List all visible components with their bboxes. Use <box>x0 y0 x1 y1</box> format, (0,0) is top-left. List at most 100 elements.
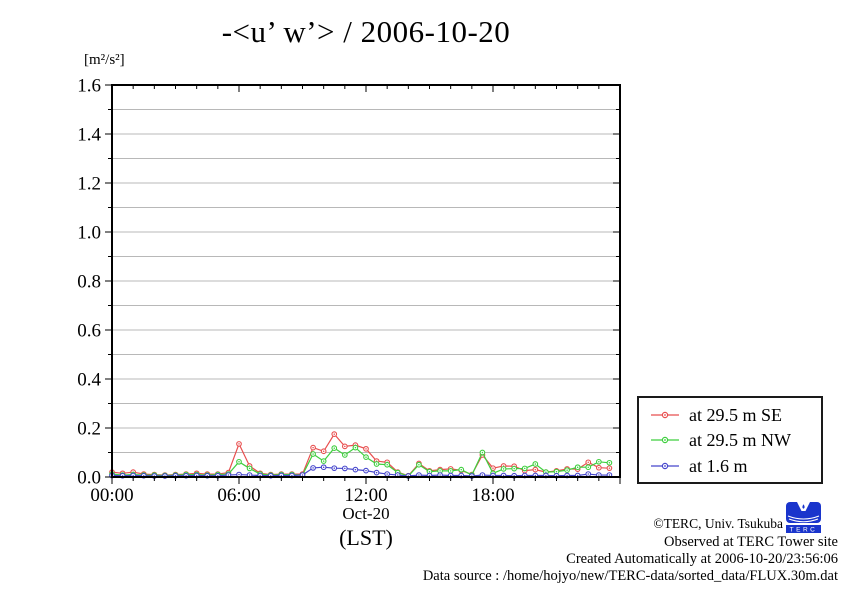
terc-logo-text: TERC <box>790 527 818 534</box>
data-point-center <box>333 467 335 469</box>
data-point-center <box>439 470 441 472</box>
data-point-center <box>280 474 283 477</box>
data-point-center <box>587 473 589 475</box>
data-point-center <box>576 466 579 468</box>
data-point-center <box>259 474 261 477</box>
data-point-center <box>386 464 388 466</box>
data-point-center <box>312 467 314 469</box>
data-point-center <box>333 433 335 435</box>
legend-label-se: at 29.5 m SE <box>689 404 782 425</box>
legend-label-1-6m: at 1.6 m <box>689 455 748 476</box>
data-point-center <box>238 443 240 445</box>
data-point-center <box>365 448 367 450</box>
data-point-center <box>312 446 314 449</box>
data-point-center <box>608 467 611 469</box>
legend-label-nw: at 29.5 m NW <box>689 430 791 450</box>
x-tick-label: 18:00 <box>471 485 514 506</box>
y-tick-label: 1.2 <box>77 174 101 195</box>
data-point-center <box>502 468 505 470</box>
y-tick-label: 1.6 <box>77 76 101 97</box>
x-tick-labels: 00:00 06:00 12:00 18:00 <box>90 485 514 506</box>
chart-title: -<u’ w’> / 2006-10-20 <box>221 14 511 49</box>
x-tick-label: 12:00 <box>344 485 387 506</box>
y-tick-label: 0.2 <box>77 419 101 440</box>
data-point-center <box>492 474 494 477</box>
data-point-center <box>397 474 399 476</box>
x-tick-label: 06:00 <box>217 485 260 506</box>
data-point-center <box>566 469 568 471</box>
data-point-center <box>248 474 251 476</box>
y-tick-label: 0.0 <box>77 468 101 489</box>
y-axis-ticks <box>105 84 620 478</box>
data-point-center <box>524 474 526 477</box>
x-axis-date-label: Oct-20 <box>342 504 390 523</box>
data-point-center <box>344 467 346 470</box>
data-point-center <box>481 474 484 476</box>
data-point-center <box>375 471 378 474</box>
data-point-center <box>344 454 346 456</box>
y-tick-label: 0.4 <box>77 370 101 391</box>
data-point-center <box>418 464 420 466</box>
data-point-center <box>555 470 558 473</box>
data-point-center <box>439 474 441 476</box>
legend-entry-nw: at 29.5 m NW <box>650 431 821 449</box>
data-point-center <box>418 474 420 476</box>
data-point-center <box>428 474 431 477</box>
y-axis-unit-label: [m²/s²] <box>84 52 125 68</box>
legend-marker-nw-icon <box>651 436 679 444</box>
x-tick-label: 00:00 <box>90 485 133 506</box>
legend-entry-1-6m: at 1.6 m <box>650 457 821 475</box>
series-at-29.5-m-se <box>109 431 613 479</box>
data-point-center <box>502 474 505 477</box>
data-point-center <box>333 447 335 449</box>
data-point-center <box>545 474 547 477</box>
data-point-center <box>460 474 462 477</box>
legend-marker-se-icon <box>651 411 679 418</box>
data-point-center <box>576 474 579 477</box>
data-point-center <box>513 467 515 470</box>
legend-entry-se: at 29.5 m SE <box>650 406 821 424</box>
data-point-center <box>312 453 314 455</box>
data-point-center <box>291 474 293 477</box>
x-axis-ticks <box>111 85 621 484</box>
data-point-center <box>587 461 589 464</box>
data-point-center <box>344 445 346 448</box>
data-point-center <box>238 473 240 476</box>
data-point-center <box>449 474 452 477</box>
terc-logo: TERC <box>786 502 821 533</box>
created-at-text: Created Automatically at 2006-10-20/23:5… <box>566 551 838 567</box>
y-tick-labels: 0.0 0.2 0.4 0.6 0.8 1.0 1.2 1.4 1.6 <box>77 76 101 489</box>
data-point-center <box>545 471 547 473</box>
data-point-center <box>566 474 568 477</box>
data-point-center <box>365 456 367 458</box>
data-point-center <box>481 451 484 454</box>
gridlines <box>112 109 620 453</box>
y-tick-label: 1.4 <box>77 125 101 146</box>
data-point-center <box>428 470 431 473</box>
data-point-center <box>354 446 357 449</box>
data-source-text: Data source : /home/hojyo/new/TERC-data/… <box>422 568 838 584</box>
data-point-center <box>534 474 537 477</box>
data-point-center <box>608 474 611 476</box>
data-point-center <box>608 462 611 464</box>
data-point-center <box>449 470 452 472</box>
y-tick-label: 0.6 <box>77 321 101 342</box>
legend-marker-1-6m-icon <box>651 462 679 469</box>
data-point-center <box>587 466 589 468</box>
data-point-center <box>322 466 325 468</box>
observed-at-text: Observed at TERC Tower site <box>663 534 838 550</box>
y-tick-label: 0.8 <box>77 272 101 293</box>
data-point-center <box>524 467 526 470</box>
data-point-center <box>248 467 251 470</box>
y-tick-label: 1.0 <box>77 223 101 244</box>
copyright-text: ©TERC, Univ. Tsukuba <box>653 516 783 531</box>
data-point-center <box>301 474 304 476</box>
data-point-center <box>534 463 537 465</box>
data-point-center <box>598 466 600 469</box>
data-point-center <box>238 461 240 463</box>
data-point-center <box>598 461 600 463</box>
data-point-center <box>365 469 367 472</box>
data-point-center <box>386 473 388 475</box>
